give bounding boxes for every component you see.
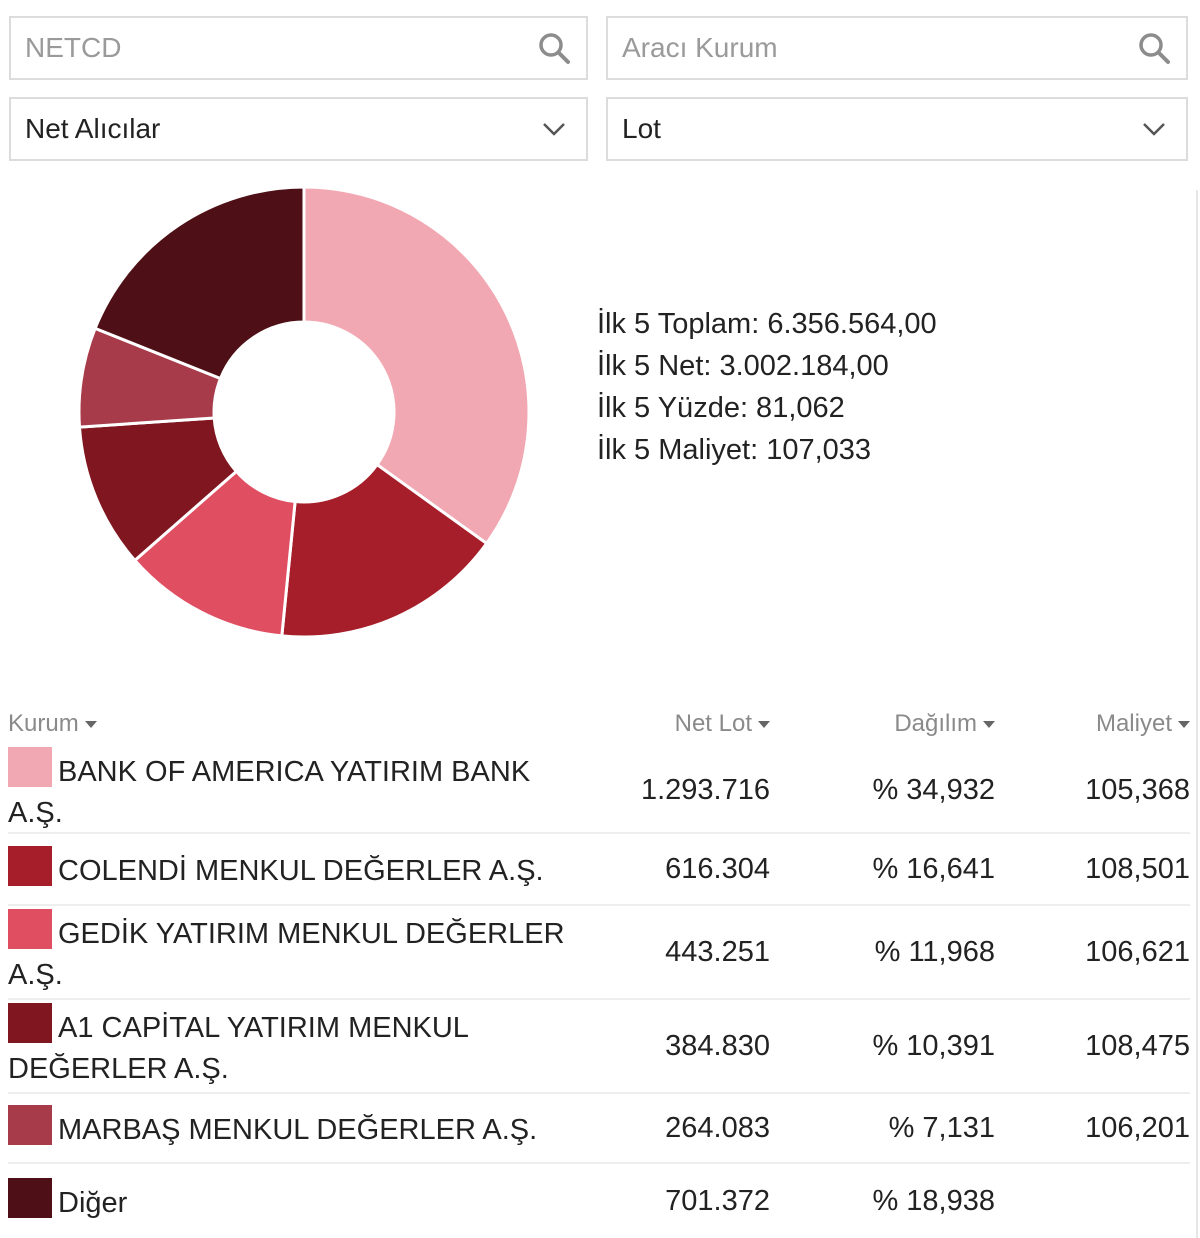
table-row[interactable]: BANK OF AMERICA YATIRIM BANK A.Ş. 1.293.…: [8, 746, 1190, 834]
side-select[interactable]: Net Alıcılar: [9, 97, 588, 161]
table-row[interactable]: GEDİK YATIRIM MENKUL DEĞERLER A.Ş. 443.2…: [8, 906, 1190, 1000]
net-lot-cell: 616.304: [665, 852, 770, 885]
broker-name: Diğer: [58, 1187, 128, 1219]
broker-search-field[interactable]: [606, 16, 1188, 80]
broker-name: BANK OF AMERICA YATIRIM BANK A.Ş.: [8, 755, 531, 829]
table-header: Kurum Net Lot Dağılım Maliyet: [8, 700, 1190, 748]
chevron-down-icon[interactable]: [1136, 111, 1172, 147]
maliyet-cell: 105,368: [1085, 773, 1190, 806]
distribution-donut-chart: [77, 185, 531, 639]
maliyet-cell: 106,201: [1085, 1111, 1190, 1144]
net-lot-cell: 443.251: [665, 935, 770, 968]
dagilim-cell: % 18,938: [872, 1184, 995, 1217]
sort-caret-icon: [758, 720, 770, 728]
top5-percent: İlk 5 Yüzde: 81,062: [597, 392, 845, 424]
top5-summary: İlk 5 Toplam: 6.356.564,00 İlk 5 Net: 3.…: [597, 303, 937, 471]
slice-diger[interactable]: [93, 185, 306, 381]
search-icon[interactable]: [1136, 30, 1172, 66]
color-swatch: [8, 1105, 52, 1145]
net-lot-cell: 384.830: [665, 1029, 770, 1062]
color-swatch: [8, 746, 52, 787]
unit-select[interactable]: Lot: [606, 97, 1188, 161]
header-kurum[interactable]: Kurum: [8, 710, 568, 738]
broker-name: A1 CAPİTAL YATIRIM MENKUL DEĞERLER A.Ş.: [8, 1011, 468, 1085]
slice-gedik[interactable]: [133, 469, 297, 638]
broker-table: Kurum Net Lot Dağılım Maliyet BANK OF AM…: [8, 700, 1190, 1238]
unit-select-value: Lot: [622, 113, 661, 144]
chevron-down-icon[interactable]: [536, 111, 572, 147]
top5-cost: İlk 5 Maliyet: 107,033: [597, 434, 872, 466]
broker-search-input[interactable]: [622, 32, 1136, 64]
sort-caret-icon: [1178, 720, 1190, 728]
dagilim-cell: % 7,131: [888, 1111, 995, 1144]
dagilim-cell: % 34,932: [872, 773, 995, 806]
maliyet-cell: 108,501: [1085, 852, 1190, 885]
top5-total: İlk 5 Toplam: 6.356.564,00: [597, 308, 937, 340]
broker-name: GEDİK YATIRIM MENKUL DEĞERLER A.Ş.: [8, 917, 565, 991]
sort-caret-icon: [983, 720, 995, 728]
panel-divider: [1196, 190, 1198, 1238]
dagilim-cell: % 10,391: [872, 1029, 995, 1062]
table-row[interactable]: Diğer 701.372 % 18,938: [8, 1164, 1190, 1238]
color-swatch: [8, 846, 52, 886]
symbol-search-field[interactable]: [9, 16, 588, 80]
net-lot-cell: 701.372: [665, 1184, 770, 1217]
header-dagilim[interactable]: Dağılım: [770, 710, 995, 738]
net-lot-cell: 1.293.716: [640, 773, 770, 806]
broker-name: MARBAŞ MENKUL DEĞERLER A.Ş.: [58, 1114, 538, 1146]
header-maliyet[interactable]: Maliyet: [995, 710, 1190, 738]
dagilim-cell: % 11,968: [874, 935, 995, 968]
sort-caret-icon: [84, 720, 97, 728]
color-swatch: [8, 1002, 52, 1043]
broker-name: COLENDİ MENKUL DEĞERLER A.Ş.: [58, 855, 544, 887]
table-row[interactable]: A1 CAPİTAL YATIRIM MENKUL DEĞERLER A.Ş. …: [8, 1000, 1190, 1094]
maliyet-cell: 106,621: [1085, 935, 1190, 968]
search-icon[interactable]: [536, 30, 572, 66]
table-row[interactable]: MARBAŞ MENKUL DEĞERLER A.Ş. 264.083 % 7,…: [8, 1094, 1190, 1164]
header-net-lot[interactable]: Net Lot: [568, 710, 770, 738]
color-swatch: [8, 908, 52, 949]
side-select-value: Net Alıcılar: [25, 113, 161, 144]
table-row[interactable]: COLENDİ MENKUL DEĞERLER A.Ş. 616.304 % 1…: [8, 834, 1190, 906]
dagilim-cell: % 16,641: [872, 852, 995, 885]
top5-net: İlk 5 Net: 3.002.184,00: [597, 350, 889, 382]
net-lot-cell: 264.083: [665, 1111, 770, 1144]
slice-colendi[interactable]: [280, 463, 489, 639]
slice-bank-of-america[interactable]: [302, 185, 531, 545]
maliyet-cell: 108,475: [1085, 1029, 1190, 1062]
color-swatch: [8, 1178, 52, 1218]
symbol-search-input[interactable]: [25, 32, 536, 64]
